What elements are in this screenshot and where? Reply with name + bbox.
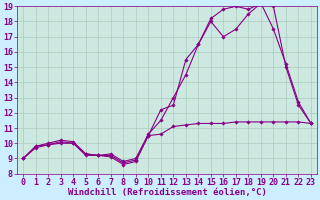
- X-axis label: Windchill (Refroidissement éolien,°C): Windchill (Refroidissement éolien,°C): [68, 188, 267, 197]
